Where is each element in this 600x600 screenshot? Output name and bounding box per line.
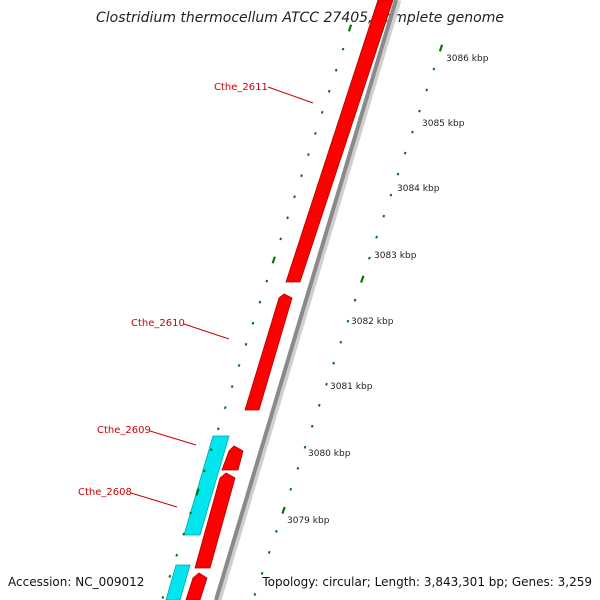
inner-track-minor-tick [418,109,421,113]
inner-track-minor-tick [339,340,343,344]
inner-track-minor-tick [253,592,257,596]
outer-track-minor-tick [307,153,310,157]
inner-track-minor-tick [403,151,407,155]
outer-track-minor-tick [182,532,185,536]
scale-label-4: 3082 kbp [351,317,394,327]
gene-next-forward-arrow[interactable] [185,572,208,600]
outer-track-minor-tick [244,342,248,346]
gene-label-group: Cthe_2611 Cthe_2610 Cthe_2609 Cthe_2608 [78,82,314,508]
outer-tick-track [161,24,353,599]
outer-track-minor-tick [168,574,172,578]
outer-track-minor-tick [251,321,255,325]
inner-track-minor-tick [296,466,300,470]
inner-track-minor-tick [303,445,307,449]
outer-track-minor-tick [230,385,234,388]
gene-label-cthe-2611[interactable]: Cthe_2611 [214,82,268,93]
outer-track-minor-tick [203,469,206,473]
gene-cthe-2607-arrow[interactable] [194,472,236,569]
scale-label-3: 3083 kbp [374,251,417,261]
outer-track-minor-tick [341,47,345,51]
scale-label-0: 3086 kbp [446,54,489,64]
gene-label-leader-1 [183,323,230,340]
inner-track-major-tick [438,44,444,52]
gene-label-cthe-2608[interactable]: Cthe_2608 [78,487,132,498]
outer-track-major-tick [347,24,353,32]
map-title: Clostridium thermocellum ATCC 27405, com… [96,10,504,26]
outer-track-minor-tick [210,448,213,452]
backbone-line [214,0,398,600]
scale-label-2: 3084 kbp [397,184,440,194]
gene-next-reverse-arrow[interactable] [165,564,191,600]
outer-track-minor-tick [216,427,220,431]
inner-track-minor-tick [382,214,386,218]
outer-track-minor-tick [223,406,227,410]
outer-track-minor-tick [265,279,269,283]
inner-track-minor-tick [425,88,429,92]
gene-label-cthe-2610[interactable]: Cthe_2610 [131,318,185,329]
outer-track-minor-tick [189,511,192,515]
scale-label-7: 3079 kbp [287,516,330,526]
scale-label-6: 3080 kbp [308,449,351,459]
gene-label-leader-2 [149,430,197,446]
scale-label-5: 3081 kbp [330,382,373,392]
inner-track-minor-tick [275,529,278,533]
scale-label-group: 3086 kbp 3085 kbp 3084 kbp 3083 kbp 3082 kbp… [287,54,489,526]
outer-track-minor-tick [293,195,296,199]
outer-track-minor-tick [300,174,303,178]
inner-track-minor-tick [411,130,414,134]
inner-track-major-tick [360,275,365,283]
gene-cthe-2611-arrow[interactable] [285,0,394,283]
outer-track-minor-tick [279,237,283,241]
outer-track-minor-tick [286,216,289,220]
inner-track-major-tick [281,506,286,514]
inner-track-minor-tick [289,487,293,491]
inner-track-minor-tick [310,424,314,428]
outer-track-minor-tick [327,89,331,93]
accession-label: Accession: NC_009012 [8,575,145,589]
inner-track-minor-tick [389,193,393,197]
inner-track-minor-tick [260,571,264,575]
inner-track-minor-tick [346,319,350,323]
topology-label: Topology: circular; Length: 3,843,301 bp… [262,575,592,589]
inner-track-minor-tick [325,382,328,386]
outer-track-minor-tick [237,363,241,367]
inner-track-minor-tick [332,361,335,365]
outer-track-minor-tick [161,596,165,599]
gene-label-cthe-2609[interactable]: Cthe_2609 [97,425,151,436]
outer-track-major-tick [271,256,276,264]
scale-label-1: 3085 kbp [422,119,465,129]
inner-tick-track [253,44,444,596]
inner-track-minor-tick [353,298,357,302]
inner-track-minor-tick [375,235,378,239]
gene-cthe-2610-arrow[interactable] [244,293,293,411]
inner-track-minor-tick [396,172,400,176]
inner-track-minor-tick [432,67,436,71]
gene-label-leader-0 [267,86,314,104]
gene-cthe-2608-arrow[interactable] [183,435,230,536]
outer-track-minor-tick [258,300,262,304]
outer-track-major-tick [195,488,200,496]
outer-track-minor-tick [334,68,338,72]
inner-track-minor-tick [368,256,371,260]
inner-track-minor-tick [267,550,271,554]
outer-track-minor-tick [175,553,179,557]
outer-track-minor-tick [320,110,324,114]
outer-track-minor-tick [314,132,317,135]
gene-label-leader-3 [130,492,178,508]
inner-track-minor-tick [317,403,321,407]
gene-cthe-2609-arrow[interactable] [221,445,244,471]
